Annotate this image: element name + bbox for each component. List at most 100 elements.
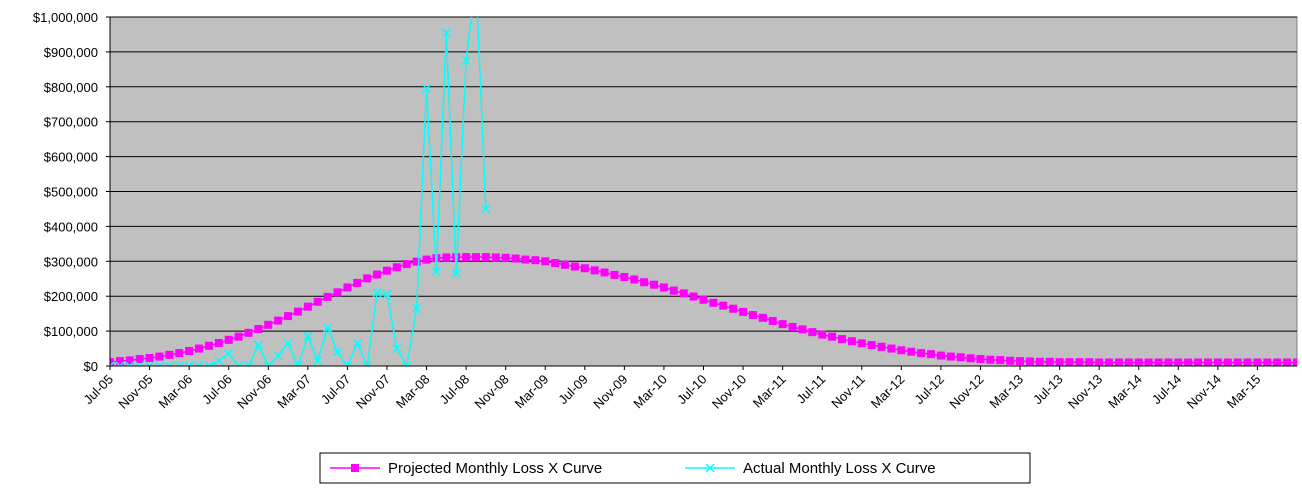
data-point <box>194 361 204 366</box>
data-point <box>570 262 579 271</box>
data-point <box>332 347 343 357</box>
x-tick-label: Jul-05 <box>80 372 116 408</box>
data-point <box>234 332 243 341</box>
data-point <box>195 344 204 353</box>
data-point <box>204 341 213 350</box>
data-point <box>917 349 926 358</box>
data-point <box>342 361 352 366</box>
data-point <box>353 278 362 287</box>
data-point <box>1055 358 1064 366</box>
x-tick-label: Jul-06 <box>199 372 235 408</box>
data-point <box>382 289 392 299</box>
data-point <box>362 361 372 366</box>
y-tick-label: $800,000 <box>44 80 98 95</box>
x-tick-label: Mar-08 <box>393 372 433 412</box>
data-point <box>1223 358 1232 366</box>
data-point <box>110 361 115 366</box>
y-tick-label: $500,000 <box>44 185 98 200</box>
data-point <box>422 84 432 94</box>
data-point <box>1016 357 1025 366</box>
x-tick-label: Nov-06 <box>234 372 274 412</box>
data-point <box>1105 358 1114 366</box>
data-point <box>363 274 372 283</box>
x-tick-label: Jul-08 <box>437 372 473 408</box>
data-point <box>154 361 164 366</box>
data-point <box>164 361 174 366</box>
data-point <box>897 346 906 355</box>
data-point <box>600 268 609 277</box>
data-point <box>669 286 678 295</box>
y-tick-label: $100,000 <box>44 324 98 339</box>
data-point <box>234 361 244 366</box>
data-point <box>451 268 461 279</box>
x-tick-label: Mar-13 <box>986 372 1026 412</box>
data-point <box>244 328 253 337</box>
data-point <box>778 320 787 329</box>
data-point <box>679 289 688 298</box>
data-point <box>253 340 263 350</box>
y-tick-label: $900,000 <box>44 45 98 60</box>
data-point <box>165 350 174 359</box>
data-point <box>412 303 422 313</box>
data-point <box>531 256 540 265</box>
data-point <box>214 356 224 366</box>
x-tick-label: Jul-09 <box>555 372 591 408</box>
data-point <box>709 298 718 307</box>
x-tick-label: Nov-12 <box>946 372 986 412</box>
x-tick-label: Jul-07 <box>318 372 354 408</box>
data-point <box>541 257 550 266</box>
data-point <box>323 292 332 301</box>
data-point <box>145 353 154 362</box>
x-tick-label: Nov-07 <box>353 372 393 412</box>
data-point <box>184 361 194 366</box>
data-point <box>1154 358 1163 366</box>
data-point <box>689 292 698 301</box>
data-point <box>590 266 599 275</box>
x-tick-label: Jul-13 <box>1030 372 1066 408</box>
x-tick-label: Mar-09 <box>512 372 552 412</box>
data-point <box>264 320 273 329</box>
data-point <box>976 355 985 364</box>
data-point <box>561 260 570 269</box>
data-point <box>837 335 846 344</box>
data-point <box>946 352 955 361</box>
x-tick-label: Jul-12 <box>911 372 947 408</box>
data-point <box>1144 358 1153 366</box>
x-tick-label: Mar-07 <box>274 372 314 412</box>
data-point <box>402 260 411 269</box>
legend: Projected Monthly Loss X Curve Actual Mon… <box>319 452 1031 484</box>
data-point <box>373 270 382 279</box>
data-point <box>204 361 214 366</box>
data-point <box>125 356 134 365</box>
data-point <box>214 338 223 347</box>
data-point <box>640 278 649 287</box>
data-point <box>511 254 520 263</box>
data-point <box>1045 357 1054 366</box>
data-point <box>705 463 715 473</box>
data-point <box>857 339 866 348</box>
data-point <box>1203 358 1212 366</box>
data-point <box>758 313 767 322</box>
data-point <box>1124 358 1133 366</box>
data-point <box>471 253 480 262</box>
data-point <box>382 266 391 275</box>
y-tick-label: $300,000 <box>44 254 98 269</box>
data-point <box>273 350 283 361</box>
x-tick-label: Jul-11 <box>793 372 828 407</box>
data-point <box>313 356 323 366</box>
x-tick-label: Mar-06 <box>156 372 196 412</box>
data-point <box>442 253 451 262</box>
data-point <box>175 349 184 358</box>
data-point <box>135 355 144 364</box>
data-point <box>966 354 975 363</box>
data-point <box>1273 358 1282 366</box>
data-point <box>243 361 254 366</box>
x-tick-label: Nov-05 <box>115 372 155 412</box>
data-point <box>431 267 441 277</box>
data-point <box>1085 358 1094 366</box>
x-tick-label: Mar-15 <box>1224 372 1264 412</box>
data-point <box>352 338 362 348</box>
data-point <box>798 325 807 334</box>
data-point <box>610 270 619 279</box>
data-point <box>115 361 125 366</box>
